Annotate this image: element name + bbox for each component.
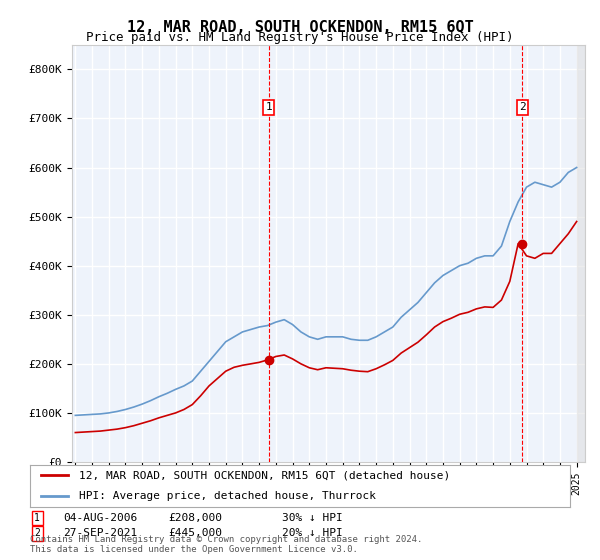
Text: 1: 1 bbox=[34, 513, 40, 523]
Text: 12, MAR ROAD, SOUTH OCKENDON, RM15 6QT (detached house): 12, MAR ROAD, SOUTH OCKENDON, RM15 6QT (… bbox=[79, 470, 450, 480]
Text: 1: 1 bbox=[265, 102, 272, 113]
Text: 12, MAR ROAD, SOUTH OCKENDON, RM15 6QT: 12, MAR ROAD, SOUTH OCKENDON, RM15 6QT bbox=[127, 20, 473, 35]
Text: £208,000: £208,000 bbox=[168, 513, 222, 523]
Text: 30% ↓ HPI: 30% ↓ HPI bbox=[282, 513, 343, 523]
Text: 04-AUG-2006: 04-AUG-2006 bbox=[63, 513, 137, 523]
Text: 2: 2 bbox=[519, 102, 526, 113]
Text: £445,000: £445,000 bbox=[168, 528, 222, 538]
Text: 20% ↓ HPI: 20% ↓ HPI bbox=[282, 528, 343, 538]
Text: Price paid vs. HM Land Registry's House Price Index (HPI): Price paid vs. HM Land Registry's House … bbox=[86, 31, 514, 44]
Text: 2: 2 bbox=[34, 528, 40, 538]
Text: HPI: Average price, detached house, Thurrock: HPI: Average price, detached house, Thur… bbox=[79, 491, 376, 501]
Text: 27-SEP-2021: 27-SEP-2021 bbox=[63, 528, 137, 538]
Text: Contains HM Land Registry data © Crown copyright and database right 2024.
This d: Contains HM Land Registry data © Crown c… bbox=[30, 535, 422, 554]
